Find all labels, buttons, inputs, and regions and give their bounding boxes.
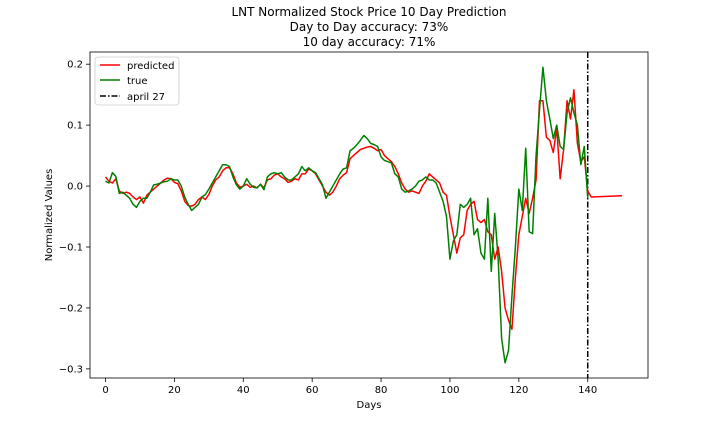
plot-area [89, 51, 649, 379]
chart-title: LNT Normalized Stock Price 10 Day Predic… [232, 5, 507, 19]
y-tick-label: 0.0 [67, 182, 83, 193]
x-tick-label: 100 [440, 385, 459, 396]
x-axis-ticks: 0 20 40 60 80 100 120 140 [102, 378, 597, 396]
chart-subtitle-line-1: Day to Day accuracy: 73% [290, 20, 449, 34]
x-tick-label: 120 [509, 385, 528, 396]
y-axis-label: Normalized Values [44, 169, 55, 262]
x-tick-label: 80 [375, 385, 388, 396]
y-tick-label: −0.2 [59, 303, 83, 314]
x-tick-label: 20 [168, 385, 181, 396]
x-tick-label: 60 [306, 385, 319, 396]
x-tick-label: 40 [237, 385, 250, 396]
plot-frame [89, 51, 649, 379]
x-tick-label: 0 [102, 385, 108, 396]
y-axis-ticks: −0.3 −0.2 −0.1 0.0 0.1 0.2 [59, 60, 90, 375]
y-tick-label: 0.2 [67, 60, 83, 71]
y-tick-label: −0.1 [59, 242, 83, 253]
chart-subtitle-line-2: 10 day accuracy: 71% [303, 35, 436, 49]
y-tick-label: −0.3 [59, 364, 83, 375]
legend-label-true: true [127, 76, 148, 87]
series-group [104, 66, 623, 364]
series-line-predicted [104, 89, 623, 330]
legend-label-predicted: predicted [127, 61, 174, 72]
y-tick-label: 0.1 [67, 121, 83, 132]
legend-label-april-27: april 27 [127, 92, 165, 103]
x-axis-label: Days [357, 400, 382, 411]
legend: predicted true april 27 [94, 56, 180, 106]
legend-box [94, 56, 180, 106]
x-tick-label: 140 [578, 385, 597, 396]
series-line-true [105, 66, 589, 364]
